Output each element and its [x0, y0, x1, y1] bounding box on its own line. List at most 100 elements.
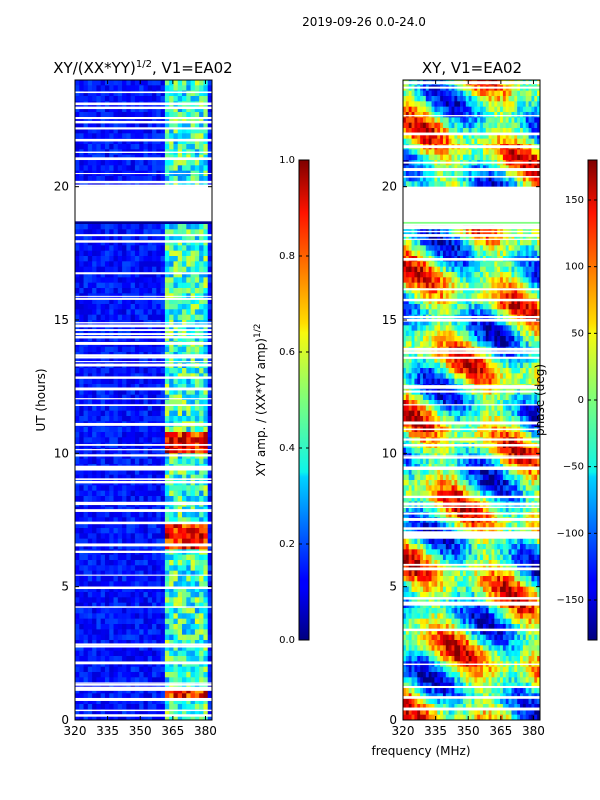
- heatmap-cell: [203, 693, 209, 699]
- heatmap-cell: [75, 677, 80, 683]
- heatmap-cell: [508, 90, 512, 97]
- heatmap-cell: [130, 373, 136, 379]
- heatmap-cell: [87, 554, 93, 561]
- heatmap-cell: [126, 165, 131, 171]
- heatmap-cell: [460, 133, 464, 139]
- heatmap-cell: [164, 570, 170, 577]
- heatmap-cell: [164, 576, 170, 582]
- heatmap-cell: [160, 160, 166, 166]
- heatmap-cell: [79, 378, 84, 385]
- heatmap-cell: [104, 581, 110, 587]
- heatmap-cell: [477, 234, 481, 241]
- heatmap-cell: [186, 272, 191, 278]
- heatmap-cell: [502, 170, 507, 177]
- heatmap-cell: [182, 378, 187, 385]
- heatmap-cell: [431, 128, 435, 134]
- heatmap-cell: [130, 672, 136, 678]
- heatmap-cell: [130, 336, 136, 342]
- heatmap-cell: [122, 426, 127, 433]
- heatmap-cell: [113, 357, 119, 363]
- heatmap-cell: [139, 624, 144, 630]
- flagged-row: [75, 543, 212, 546]
- heatmap-cell: [207, 288, 212, 294]
- x-tick-label: 320: [64, 724, 87, 738]
- heatmap-cell: [207, 336, 212, 342]
- heatmap-cell: [113, 608, 119, 614]
- heatmap-cell: [169, 570, 174, 577]
- heatmap-cell: [431, 240, 435, 246]
- heatmap-cell: [173, 400, 179, 406]
- heatmap-cell: [113, 277, 119, 283]
- heatmap-cell: [79, 544, 84, 550]
- heatmap-cell: [182, 533, 187, 539]
- heatmap-cell: [79, 261, 84, 267]
- heatmap-cell: [156, 304, 161, 310]
- heatmap-cell: [403, 122, 407, 129]
- heatmap-cell: [169, 282, 174, 289]
- heatmap-cell: [156, 474, 161, 481]
- heatmap-cell: [156, 266, 161, 273]
- heatmap-cell: [414, 106, 418, 113]
- heatmap-cell: [477, 176, 481, 182]
- heatmap-cell: [514, 176, 518, 182]
- heatmap-cell: [92, 309, 97, 315]
- heatmap-cell: [79, 426, 84, 433]
- heatmap-cell: [405, 96, 409, 102]
- heatmap-cell: [134, 394, 140, 401]
- heatmap-cell: [186, 469, 191, 475]
- heatmap-cell: [182, 474, 187, 481]
- heatmap-cell: [126, 245, 131, 251]
- heatmap-cell: [182, 437, 187, 443]
- heatmap-cell: [156, 624, 161, 630]
- heatmap-cell: [160, 634, 166, 641]
- heatmap-cell: [75, 522, 80, 529]
- heatmap-cell: [440, 234, 444, 241]
- heatmap-cell: [505, 128, 509, 134]
- heatmap-cell: [83, 309, 89, 315]
- heatmap-cell: [164, 256, 170, 262]
- heatmap-cell: [491, 101, 495, 107]
- heatmap-cell: [109, 357, 114, 363]
- heatmap-cell: [408, 122, 412, 129]
- heatmap-cell: [173, 90, 179, 97]
- heatmap-cell: [109, 432, 114, 438]
- heatmap-cell: [96, 586, 101, 593]
- heatmap-cell: [126, 624, 131, 630]
- heatmap-cell: [92, 432, 97, 438]
- heatmap-cell: [117, 261, 123, 267]
- heatmap-cell: [500, 138, 504, 145]
- heatmap-cell: [169, 106, 174, 113]
- heatmap-cell: [79, 304, 84, 310]
- heatmap-cell: [104, 528, 110, 534]
- heatmap-cell: [92, 656, 97, 662]
- heatmap-cell: [505, 96, 509, 102]
- heatmap-cell: [194, 570, 200, 577]
- heatmap-cell: [182, 240, 187, 246]
- heatmap-cell: [83, 565, 89, 571]
- heatmap-cell: [537, 149, 540, 155]
- heatmap-cell: [477, 250, 481, 257]
- heatmap-cell: [83, 522, 89, 529]
- heatmap-cell: [100, 608, 106, 614]
- heatmap-cell: [79, 389, 84, 395]
- heatmap-cell: [75, 128, 80, 134]
- heatmap-cell: [182, 698, 187, 705]
- heatmap-cell: [177, 592, 183, 598]
- heatmap-cell: [173, 384, 179, 390]
- heatmap-cell: [104, 176, 110, 182]
- heatmap-cell: [92, 384, 97, 390]
- heatmap-cell: [508, 101, 512, 107]
- heatmap-cell: [203, 592, 209, 598]
- heatmap-cell: [100, 554, 106, 561]
- heatmap-cell: [139, 256, 144, 262]
- heatmap-cell: [468, 117, 472, 123]
- heatmap-cell: [156, 256, 161, 262]
- heatmap-cell: [92, 117, 97, 123]
- heatmap-cell: [79, 512, 84, 518]
- heatmap-cell: [482, 240, 487, 246]
- heatmap-cell: [143, 490, 149, 497]
- heatmap-cell: [164, 128, 170, 134]
- heatmap-cell: [465, 149, 469, 155]
- heatmap-cell: [537, 245, 540, 251]
- heatmap-cell: [156, 581, 161, 587]
